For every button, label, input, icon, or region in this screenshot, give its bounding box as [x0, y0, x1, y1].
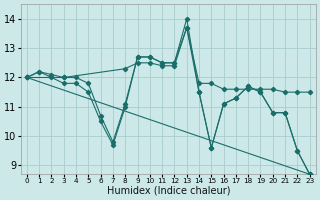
X-axis label: Humidex (Indice chaleur): Humidex (Indice chaleur)	[107, 186, 230, 196]
